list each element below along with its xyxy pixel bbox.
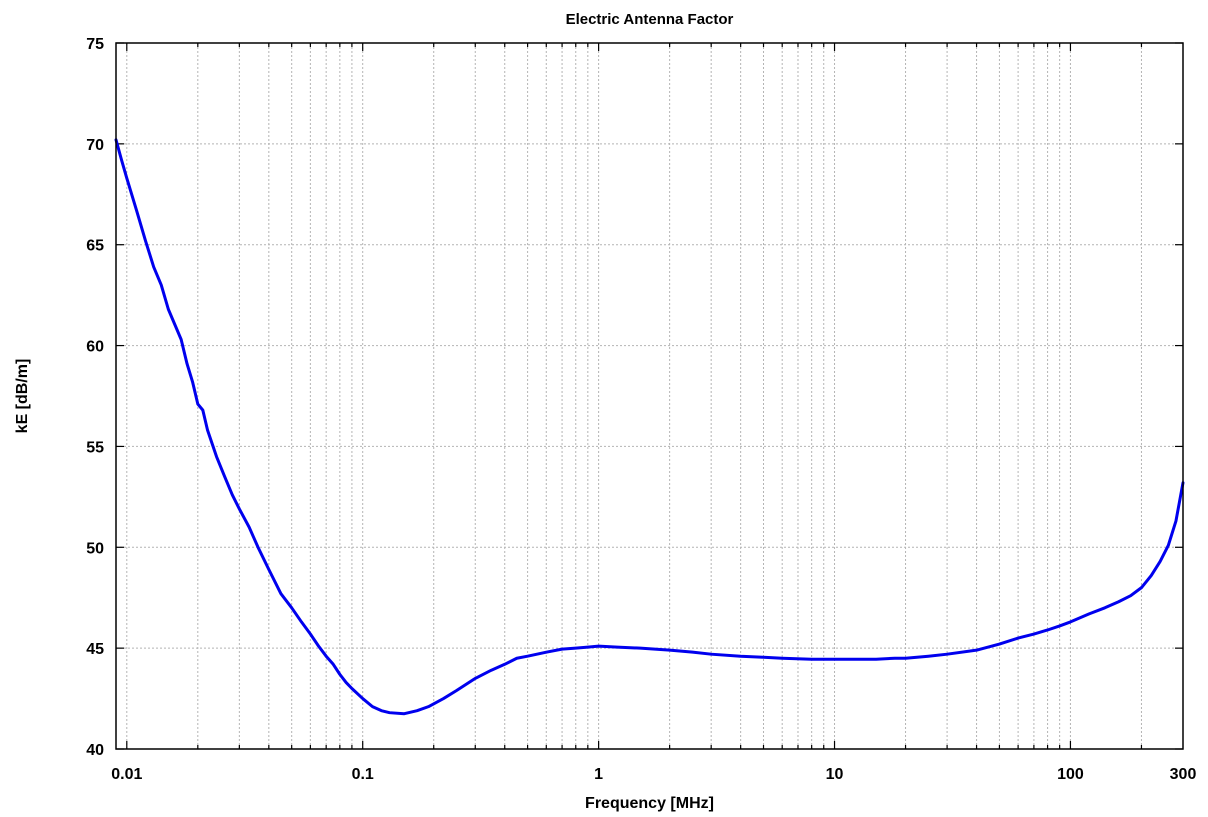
x-tick-label: 10 bbox=[826, 766, 844, 783]
plot-frame bbox=[115, 42, 1184, 750]
x-tick-label: 100 bbox=[1057, 766, 1084, 783]
axis-ticks bbox=[116, 42, 1183, 750]
y-tick-label: 65 bbox=[86, 238, 104, 255]
y-tick-label: 70 bbox=[86, 137, 104, 154]
x-tick-label: 1 bbox=[594, 766, 603, 783]
x-tick-label: 0.01 bbox=[111, 766, 142, 783]
y-axis-label: kE [dB/m] bbox=[14, 359, 31, 434]
tick-labels: 0.01 0.1 1 10 100 300 40 45 50 55 60 65 70 75 bbox=[86, 36, 1196, 783]
series-line bbox=[114, 138, 1185, 716]
series-layer bbox=[114, 138, 1185, 716]
y-tick-label: 40 bbox=[86, 742, 104, 759]
y-tick-label: 50 bbox=[86, 540, 104, 557]
y-tick-label: 45 bbox=[86, 641, 104, 658]
chart-title: Electric Antenna Factor bbox=[566, 11, 734, 28]
y-tick-label: 55 bbox=[86, 439, 104, 456]
x-tick-label: 0.1 bbox=[352, 766, 374, 783]
x-tick-label: 300 bbox=[1170, 766, 1197, 783]
grid bbox=[116, 43, 1183, 749]
y-tick-label: 60 bbox=[86, 339, 104, 356]
x-axis-label: Frequency [MHz] bbox=[585, 795, 714, 812]
y-tick-label: 75 bbox=[86, 36, 104, 53]
